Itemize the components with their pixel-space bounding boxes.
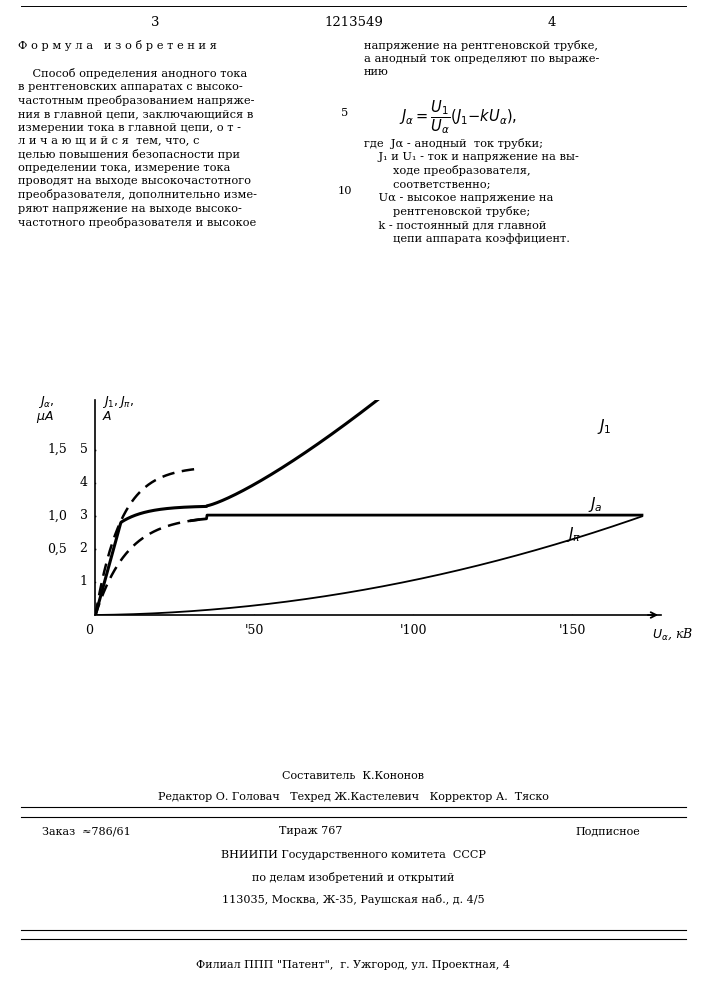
- Text: 3: 3: [151, 16, 160, 29]
- Text: 2: 2: [80, 542, 88, 555]
- Text: Заказ  ≈786/61: Заказ ≈786/61: [42, 826, 132, 836]
- Text: 1213549: 1213549: [324, 16, 383, 29]
- Text: по делам изобретений и открытий: по делам изобретений и открытий: [252, 872, 455, 883]
- Text: напряжение на рентгеновской трубке,
а анодный ток определяют по выраже-
нию: напряжение на рентгеновской трубке, а ан…: [364, 40, 600, 77]
- Text: 4: 4: [547, 16, 556, 29]
- Text: Способ определения анодного тока
в рентгеновских аппаратах с высоко-
частотным п: Способ определения анодного тока в рентг…: [18, 68, 257, 228]
- Text: 1: 1: [79, 575, 88, 588]
- Text: 3: 3: [79, 509, 88, 522]
- Text: Тираж 767: Тираж 767: [279, 826, 343, 836]
- Text: $J_\alpha,$: $J_\alpha,$: [37, 394, 54, 410]
- Text: $J_1$: $J_1$: [597, 417, 612, 436]
- Text: Ф о р м у л а   и з о б р е т е н и я: Ф о р м у л а и з о б р е т е н и я: [18, 40, 216, 51]
- Text: 113035, Москва, Ж-35, Раушская наб., д. 4/5: 113035, Москва, Ж-35, Раушская наб., д. …: [222, 894, 485, 905]
- Text: '150: '150: [559, 624, 586, 637]
- Text: 0: 0: [85, 624, 93, 637]
- Text: 10: 10: [338, 186, 352, 196]
- Text: 5: 5: [80, 443, 88, 456]
- Text: 4: 4: [79, 476, 88, 489]
- Text: 1,0: 1,0: [47, 509, 67, 522]
- Text: Редактор О. Головач   Техред Ж.Кастелевич   Корректор А.  Тяско: Редактор О. Головач Техред Ж.Кастелевич …: [158, 792, 549, 802]
- Text: Составитель  К.Кононов: Составитель К.Кононов: [283, 771, 424, 781]
- Text: $A$: $A$: [102, 410, 112, 423]
- Text: $J_\alpha{=}\dfrac{U_1}{U_{\alpha}}(J_1{-}kU_\alpha),$: $J_\alpha{=}\dfrac{U_1}{U_{\alpha}}(J_1{…: [399, 98, 518, 136]
- Text: ВНИИПИ Государственного комитета  СССР: ВНИИПИ Государственного комитета СССР: [221, 850, 486, 860]
- Text: где  Jα - анодный  ток трубки;
    J₁ и U₁ - ток и напряжение на вы-
        ход: где Jα - анодный ток трубки; J₁ и U₁ - т…: [364, 138, 579, 244]
- Text: $J_a$: $J_a$: [588, 495, 603, 514]
- Text: '50: '50: [245, 624, 264, 637]
- Text: 0,5: 0,5: [47, 542, 67, 555]
- Text: $J_\pi$: $J_\pi$: [566, 525, 581, 544]
- Text: $J_1,J_\pi,$: $J_1,J_\pi,$: [102, 394, 134, 410]
- Text: $\mu A$: $\mu A$: [36, 409, 54, 425]
- Text: 5: 5: [341, 108, 349, 118]
- Text: 1,5: 1,5: [47, 443, 67, 456]
- Text: Подписное: Подписное: [575, 826, 641, 836]
- Text: '100: '100: [399, 624, 427, 637]
- Text: Филиал ППП "Патент",  г. Ужгород, ул. Проектная, 4: Филиал ППП "Патент", г. Ужгород, ул. Про…: [197, 960, 510, 970]
- Text: $U_\alpha$, кВ: $U_\alpha$, кВ: [652, 627, 693, 642]
